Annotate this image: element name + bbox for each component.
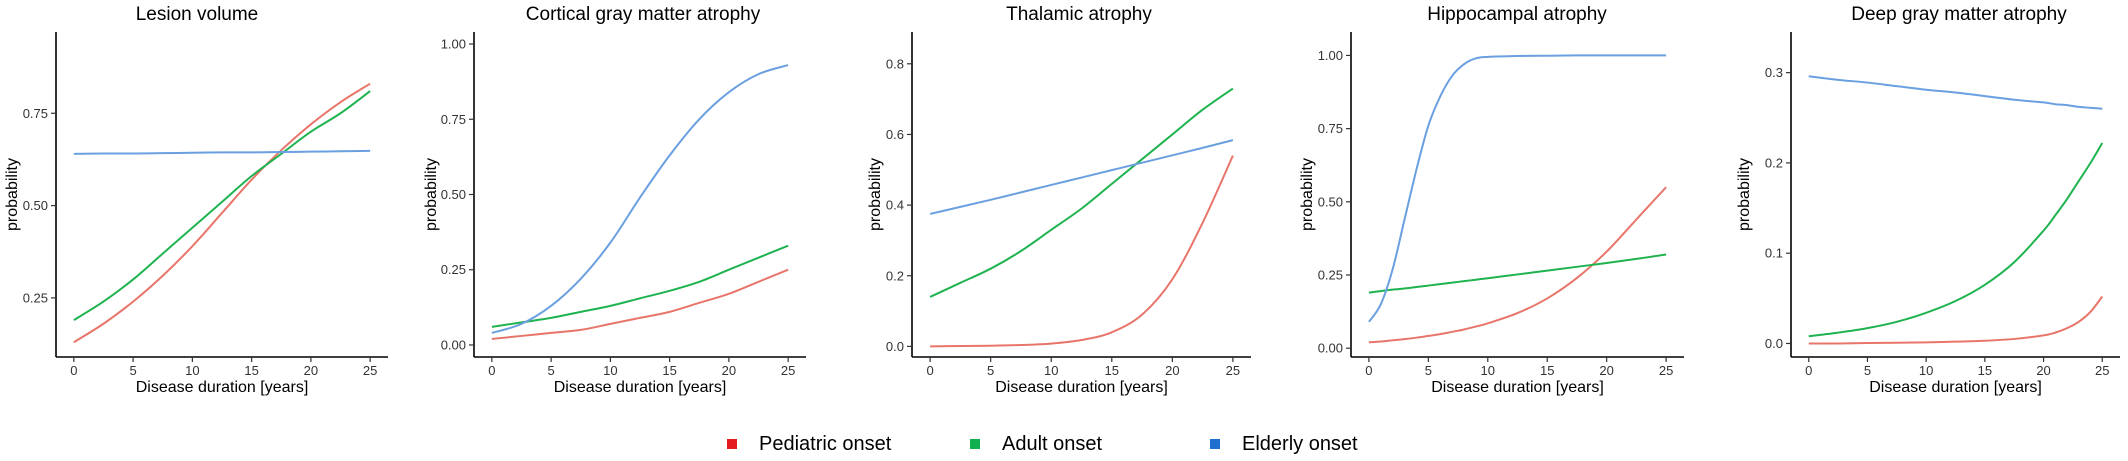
- chart-title: Deep gray matter atrophy: [1851, 4, 2067, 25]
- chart-panel-3: Thalamic atrophy 0 5 10 15 20 25 0.0 0.2 0.4 0.6 0.…: [867, 4, 1251, 396]
- chart-panel-2: Cortical gray matter atrophy 0 5 10 15 20 25 0.…: [423, 4, 806, 396]
- y-tick-label: 0.2: [1765, 155, 1783, 170]
- series-line-pediatric: [73, 82, 371, 344]
- x-tick-label: 0: [926, 363, 933, 378]
- x-tick-label: 5: [987, 363, 994, 378]
- y-tick-label: 0.75: [23, 106, 48, 121]
- y-tick-label: 0.25: [23, 290, 48, 305]
- x-axis-label: Disease duration [years]: [1869, 379, 2042, 396]
- y-axis-label: probability: [867, 158, 884, 231]
- series-line-pediatric: [930, 155, 1234, 348]
- legend-item-pediatric: Pediatric onset: [727, 428, 891, 460]
- x-tick-label: 25: [363, 363, 377, 378]
- x-tick-label: 15: [244, 363, 258, 378]
- y-axis-label: probability: [4, 158, 21, 231]
- x-tick-label: 10: [1919, 363, 1933, 378]
- legend-label-pediatric: Pediatric onset: [759, 432, 892, 455]
- x-tick-label: 5: [129, 363, 136, 378]
- x-axis-label: Disease duration [years]: [995, 379, 1168, 396]
- x-tick-label: 5: [547, 363, 554, 378]
- y-axis-label: probability: [1299, 158, 1316, 231]
- legend-item-adult: Adult onset: [970, 428, 1102, 460]
- y-tick-label: 1.00: [441, 37, 466, 52]
- legend-swatch-adult: [970, 439, 980, 449]
- y-tick-label: 0.0: [886, 339, 904, 354]
- x-tick-label: 15: [1978, 363, 1992, 378]
- x-tick-label: 20: [1165, 363, 1179, 378]
- series-line-elderly: [1808, 75, 2103, 110]
- series-line-elderly: [1368, 54, 1667, 323]
- series-line-adult: [491, 244, 789, 328]
- x-tick-label: 5: [1864, 363, 1871, 378]
- y-tick-label: 0.25: [441, 262, 466, 277]
- x-tick-label: 10: [185, 363, 199, 378]
- series-line-elderly: [929, 139, 1234, 215]
- y-tick-label: 0.8: [886, 56, 904, 71]
- legend-label-adult: Adult onset: [1002, 432, 1103, 455]
- series-line-pediatric: [1368, 186, 1667, 344]
- x-axis-label: Disease duration [years]: [136, 379, 309, 396]
- y-axis-label: probability: [1736, 158, 1753, 231]
- x-tick-label: 20: [2036, 363, 2050, 378]
- x-tick-label: 25: [781, 363, 795, 378]
- y-tick-label: 0.3: [1765, 65, 1783, 80]
- x-tick-label: 10: [1044, 363, 1058, 378]
- chart-title: Cortical gray matter atrophy: [526, 4, 761, 25]
- x-tick-label: 20: [1599, 363, 1613, 378]
- y-tick-label: 0.6: [886, 127, 904, 142]
- chart-panel-1: Lesion volume 0 5 10 15 20 25 0.25 0.50 0.75 Disea…: [4, 4, 388, 396]
- x-tick-label: 0: [1365, 363, 1372, 378]
- chart-title: Lesion volume: [136, 4, 259, 25]
- x-tick-label: 0: [1805, 363, 1812, 378]
- x-tick-label: 0: [70, 363, 77, 378]
- y-tick-label: 0.50: [441, 187, 466, 202]
- x-tick-label: 25: [1659, 363, 1673, 378]
- chart-panel-5: Deep gray matter atrophy 0 5 10 15 20 25 0.0 0.1…: [1736, 4, 2120, 396]
- x-tick-label: 15: [1540, 363, 1554, 378]
- x-tick-label: 10: [603, 363, 617, 378]
- y-tick-label: 0.25: [1318, 268, 1343, 283]
- x-tick-label: 15: [662, 363, 676, 378]
- series-line-pediatric: [1808, 295, 2104, 345]
- legend-item-elderly: Elderly onset: [1210, 428, 1358, 460]
- y-tick-label: 0.50: [1318, 194, 1343, 209]
- x-tick-label: 5: [1425, 363, 1432, 378]
- series-line-adult: [929, 87, 1234, 298]
- series-line-elderly: [491, 64, 789, 334]
- legend-swatch-elderly: [1210, 439, 1220, 449]
- y-tick-label: 0.2: [886, 268, 904, 283]
- y-tick-label: 1.00: [1318, 48, 1343, 63]
- x-tick-label: 0: [488, 363, 495, 378]
- x-tick-label: 10: [1481, 363, 1495, 378]
- y-tick-label: 0.50: [23, 198, 48, 213]
- series-line-pediatric: [491, 268, 789, 340]
- legend: Pediatric onset Adult onset Elderly onse…: [0, 428, 2128, 460]
- y-tick-label: 0.00: [441, 337, 466, 352]
- legend-label-elderly: Elderly onset: [1242, 432, 1358, 455]
- series-line-adult: [1368, 253, 1667, 294]
- y-tick-label: 0.75: [1318, 121, 1343, 136]
- y-tick-label: 0.00: [1318, 341, 1343, 356]
- y-tick-label: 0.1: [1765, 246, 1783, 261]
- y-tick-label: 0.0: [1765, 336, 1783, 351]
- y-axis-label: probability: [423, 158, 440, 231]
- series-line-elderly: [73, 149, 371, 155]
- chart-panel-4: Hippocampal atrophy 0 5 10 15 20 25 0.00 0.25 0.5…: [1299, 4, 1684, 396]
- x-tick-label: 25: [2095, 363, 2109, 378]
- legend-swatch-pediatric: [727, 439, 737, 449]
- y-tick-label: 0.4: [886, 198, 904, 213]
- x-tick-label: 20: [722, 363, 736, 378]
- x-tick-label: 20: [304, 363, 318, 378]
- series-line-adult: [73, 90, 371, 321]
- x-axis-label: Disease duration [years]: [554, 379, 727, 396]
- x-axis-label: Disease duration [years]: [1431, 379, 1604, 396]
- x-tick-label: 15: [1105, 363, 1119, 378]
- chart-title: Hippocampal atrophy: [1427, 4, 1607, 25]
- chart-title: Thalamic atrophy: [1006, 4, 1152, 25]
- y-tick-label: 0.75: [441, 112, 466, 127]
- x-tick-label: 25: [1226, 363, 1240, 378]
- series-line-adult: [1808, 142, 2104, 338]
